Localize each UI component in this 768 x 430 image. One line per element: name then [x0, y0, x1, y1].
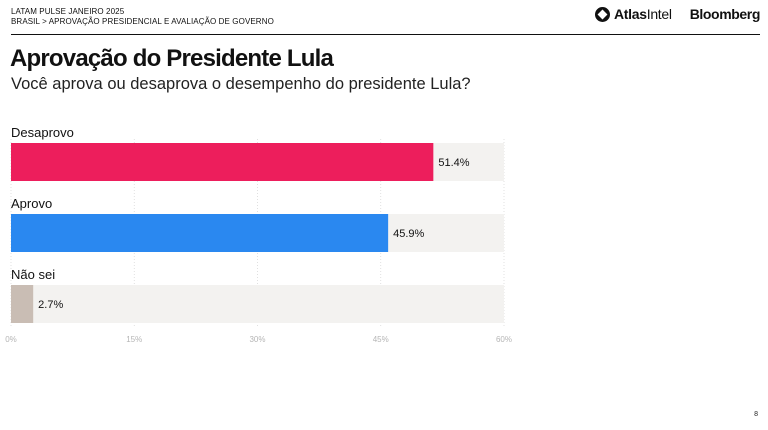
bloomberg-logo: Bloomberg [689, 6, 761, 22]
report-series-label: LATAM PULSE JANEIRO 2025 [11, 7, 125, 16]
atlasintel-logo: AtlasIntel [594, 6, 672, 22]
header-divider [11, 34, 760, 35]
value-label: 2.7% [38, 299, 63, 311]
x-tick-label: 60% [496, 335, 512, 344]
breadcrumb: BRASIL > APROVAÇÃO PRESIDENCIAL E AVALIA… [11, 17, 274, 26]
logos: AtlasIntel Bloomberg [594, 6, 761, 22]
chart-subtitle: Você aprova ou desaprova o desempenho do… [11, 75, 471, 93]
x-tick-label: 15% [126, 335, 142, 344]
x-tick-label: 30% [249, 335, 265, 344]
x-tick-label: 0% [5, 335, 17, 344]
bar [11, 285, 34, 323]
bar [11, 214, 389, 252]
chart-title: Aprovação do Presidente Lula [10, 45, 334, 72]
bar [11, 143, 434, 181]
category-label: Aprovo [11, 196, 52, 211]
category-label: Não sei [11, 267, 55, 282]
page-number: 8 [754, 411, 758, 418]
bar-track [11, 285, 504, 323]
value-label: 45.9% [393, 228, 424, 240]
x-tick-label: 45% [373, 335, 389, 344]
atlasintel-logo-thin: Intel [646, 6, 672, 22]
atlasintel-logo-bold: Atlas [613, 6, 647, 22]
value-label: 51.4% [438, 157, 469, 169]
category-label: Desaprovo [11, 125, 74, 140]
atlasintel-mark-icon [594, 6, 610, 22]
